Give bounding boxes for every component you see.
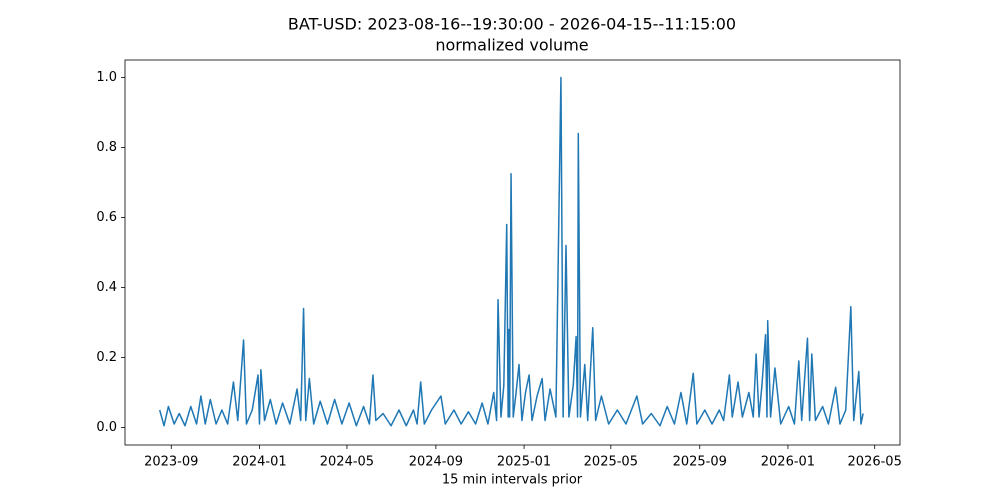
y-tick-label: 0.0 [96,420,117,435]
chart-title: BAT-USD: 2023-08-16--19:30:00 - 2026-04-… [288,15,736,34]
x-tick-label: 2025-05 [584,455,638,470]
volume-line [158,76,864,427]
x-tick-label: 2024-09 [409,455,463,470]
y-tick-label: 0.4 [96,280,117,295]
x-tick-label: 2025-01 [497,455,551,470]
x-tick-label: 2026-01 [761,455,815,470]
chart-subtitle: normalized volume [435,36,588,55]
y-tick-label: 0.2 [96,350,117,365]
y-tick-label: 0.8 [96,140,117,155]
y-tick-label: 1.0 [96,70,117,85]
x-tick-label: 2026-05 [848,455,902,470]
x-axis-label: 15 min intervals prior [442,473,583,488]
y-tick-label: 0.6 [96,210,117,225]
x-tick-label: 2025-09 [673,455,727,470]
x-tick-label: 2023-09 [144,455,198,470]
x-tick-label: 2024-05 [320,455,374,470]
plot-frame [124,59,901,446]
x-tick-label: 2024-01 [232,455,286,470]
